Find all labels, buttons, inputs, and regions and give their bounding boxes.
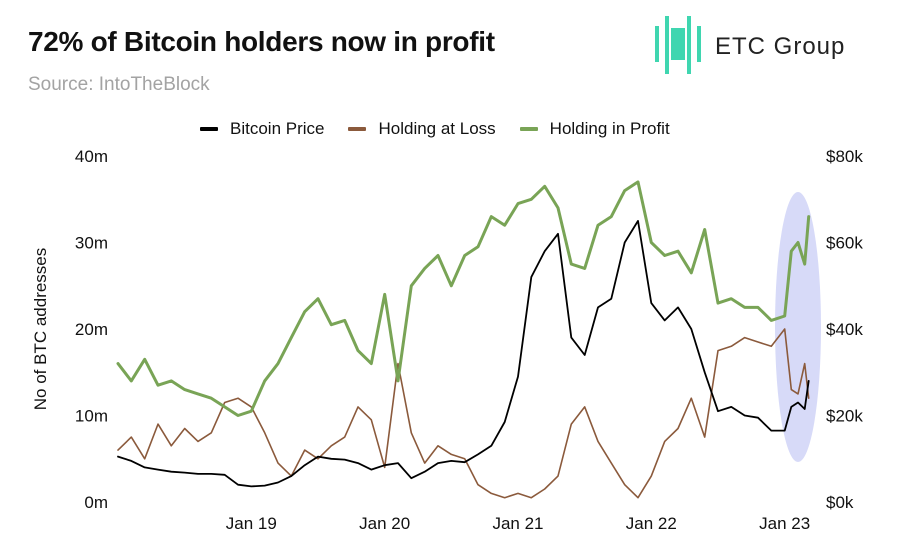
x-tick-label: Jan 22: [626, 514, 677, 533]
legend-label: Holding in Profit: [549, 119, 670, 138]
etc-group-logo-icon: [655, 16, 701, 74]
y-left-tick-label: 10m: [75, 407, 108, 426]
y-right-tick-label: $20k: [826, 407, 863, 426]
logo-bar: [665, 16, 669, 74]
y-left-tick-label: 0m: [84, 493, 108, 512]
series-line-holding-at-loss: [117, 328, 810, 499]
legend-swatch: [348, 127, 367, 131]
x-tick-label: Jan 23: [759, 514, 810, 533]
legend-swatch: [519, 127, 538, 131]
chart-source: Source: IntoTheBlock: [28, 74, 210, 95]
y-axis-label: No of BTC addresses: [31, 248, 50, 411]
x-tick-label: Jan 19: [226, 514, 277, 533]
series-line-bitcoin-price: [117, 219, 810, 488]
y-left-tick-label: 20m: [75, 320, 108, 339]
y-right-tick-label: $80k: [826, 147, 863, 166]
logo-bar: [687, 16, 691, 74]
chart-legend: Bitcoin Price Holding at Loss Holding in…: [200, 119, 670, 139]
brand-logo: ETC Group: [655, 16, 875, 78]
y-right-tick-label: $60k: [826, 234, 863, 253]
chart-title: 72% of Bitcoin holders now in profit: [28, 26, 495, 57]
y-right-tick-label: $40k: [826, 320, 863, 339]
legend-item-bitcoin-price: Bitcoin Price: [200, 119, 324, 139]
legend-swatch: [200, 127, 218, 131]
logo-bar: [671, 28, 685, 60]
legend-label: Bitcoin Price: [230, 119, 325, 138]
y-right-tick-label: $0k: [826, 493, 854, 512]
brand-name: ETC Group: [715, 33, 846, 60]
y-left-tick-label: 40m: [75, 147, 108, 166]
series-line-holding-in-profit: [116, 180, 811, 417]
x-tick-label: Jan 20: [359, 514, 410, 533]
logo-bar: [697, 26, 701, 62]
legend-item-holding-in-profit: Holding in Profit: [519, 119, 670, 139]
highlight-ellipse: [775, 192, 821, 462]
legend-label: Holding at Loss: [378, 119, 496, 138]
y-left-tick-label: 30m: [75, 234, 108, 253]
x-tick-label: Jan 21: [492, 514, 543, 533]
logo-bar: [655, 26, 659, 62]
legend-item-holding-at-loss: Holding at Loss: [348, 119, 496, 139]
